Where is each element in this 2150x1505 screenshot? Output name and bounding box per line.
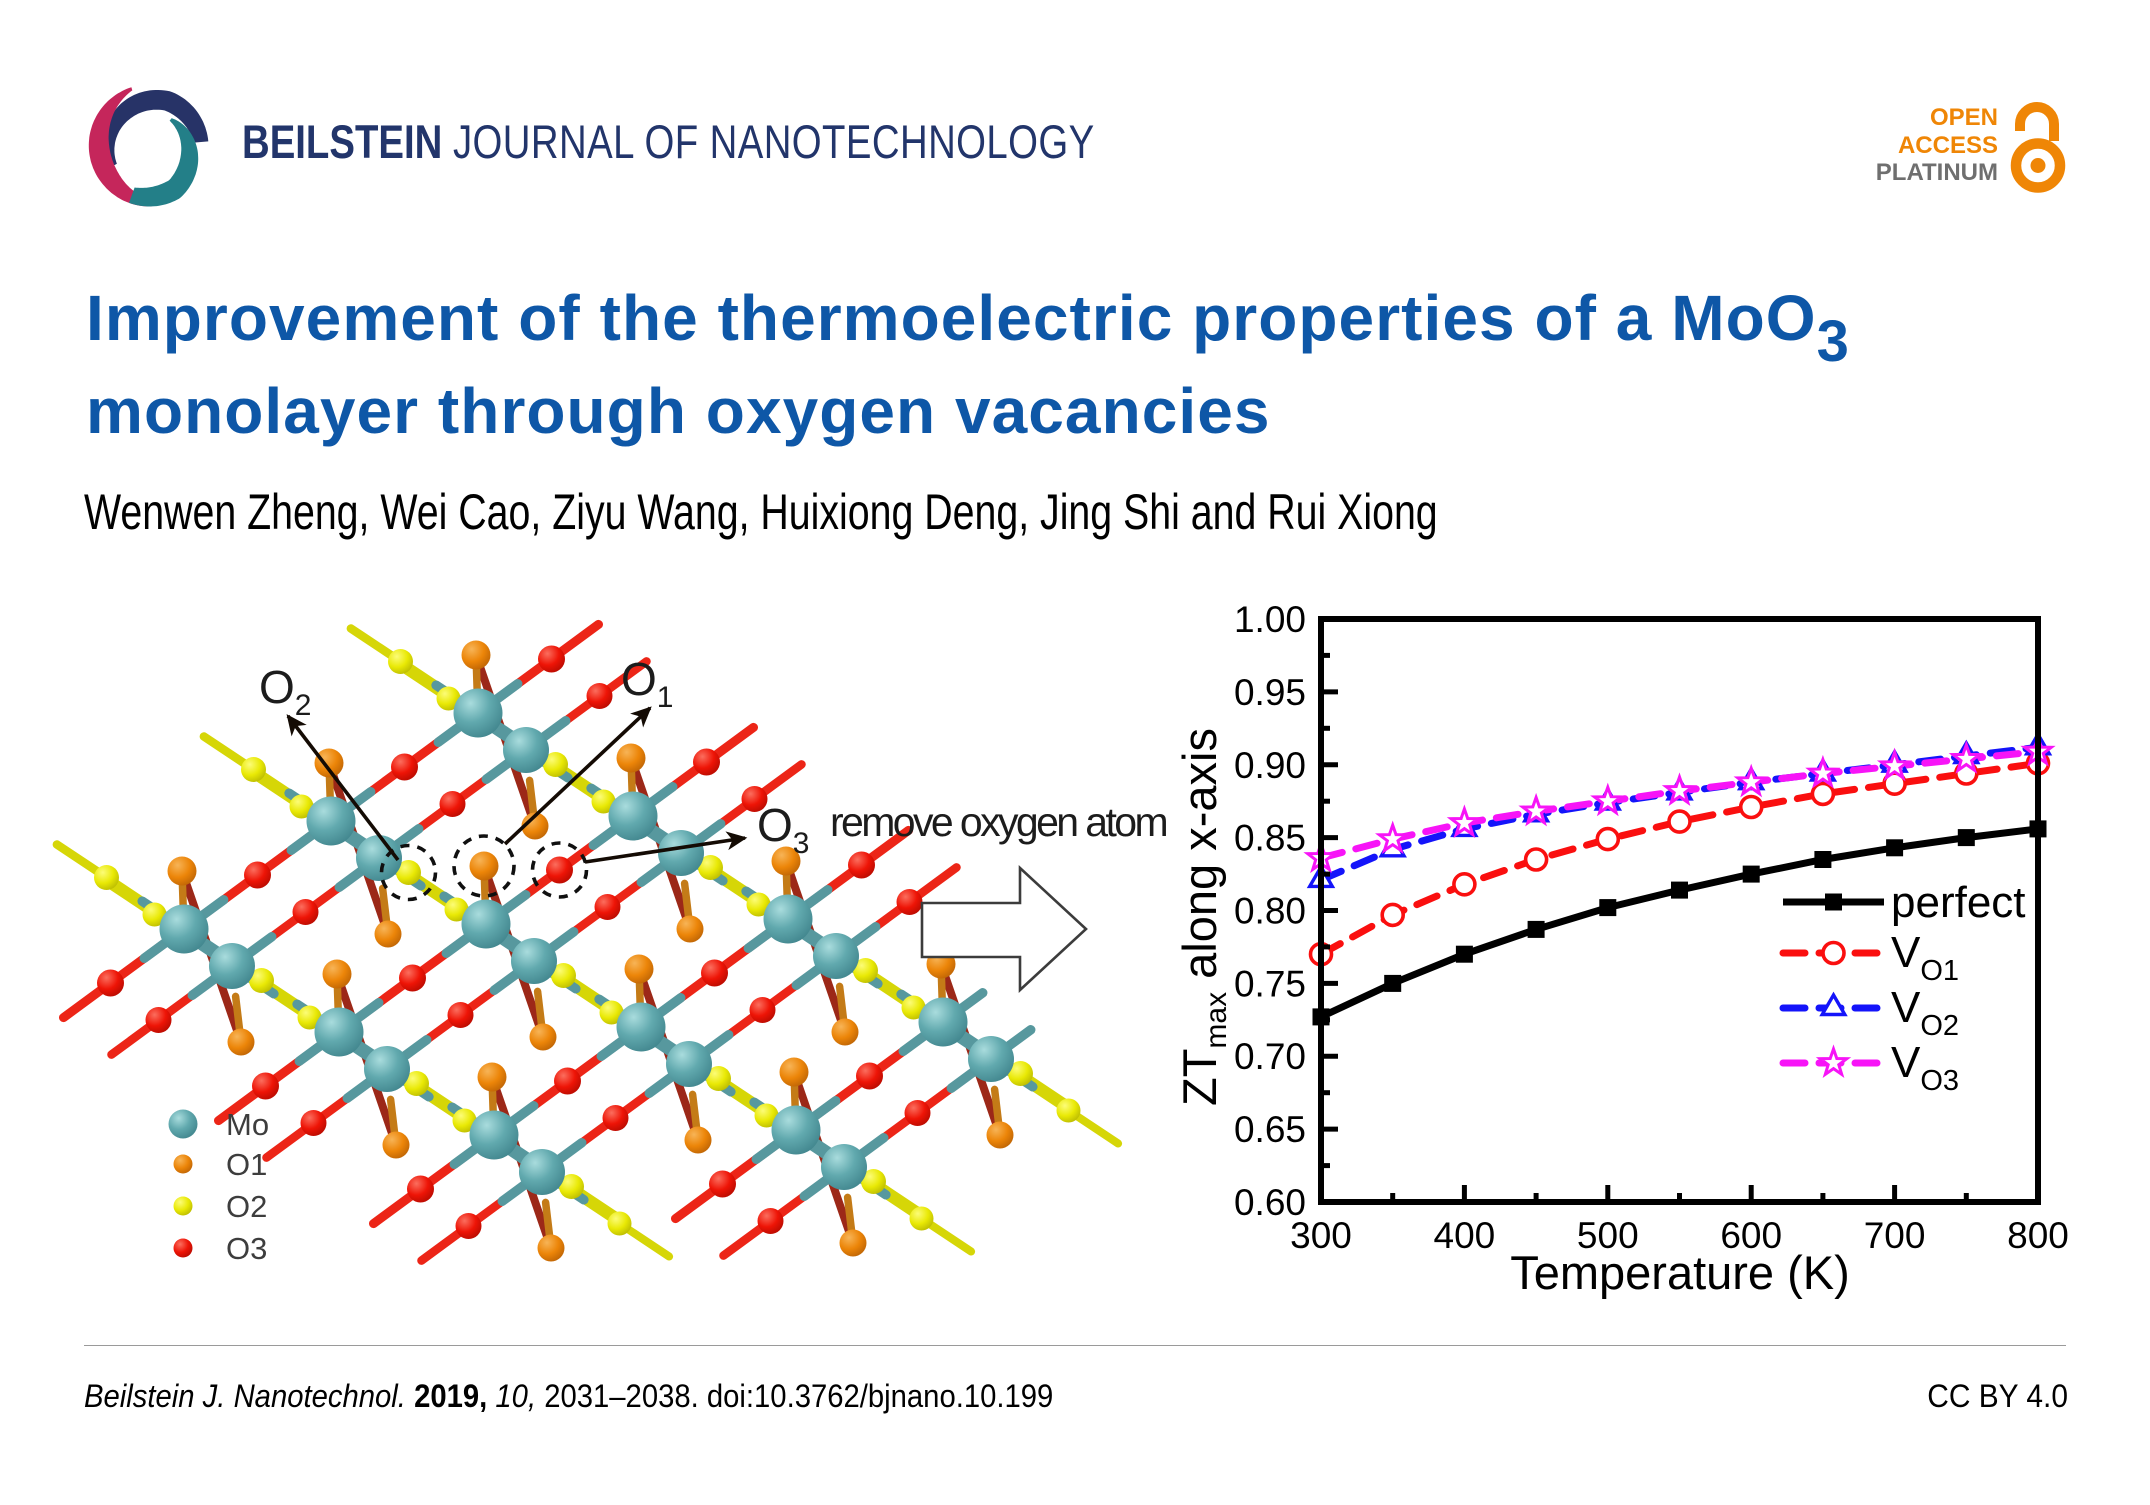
svg-text:700: 700 [1864,1215,1926,1256]
svg-text:1.00: 1.00 [1234,600,1306,640]
svg-text:0.75: 0.75 [1234,963,1306,1004]
svg-text:0.85: 0.85 [1234,818,1306,859]
svg-text:0.65: 0.65 [1234,1109,1306,1150]
svg-text:Mo: Mo [226,1107,269,1142]
svg-text:800: 800 [2007,1215,2069,1256]
svg-text:0.95: 0.95 [1234,672,1306,713]
svg-text:O3: O3 [757,799,809,860]
svg-text:600: 600 [1720,1215,1782,1256]
svg-text:0.80: 0.80 [1234,891,1306,932]
svg-text:Temperature (K): Temperature (K) [1510,1246,1850,1299]
svg-text:remove oxygen atom: remove oxygen atom [830,799,1167,845]
svg-text:VO2: VO2 [1891,983,1959,1042]
svg-text:O2: O2 [259,661,311,722]
svg-text:0.90: 0.90 [1234,745,1306,786]
svg-text:0.70: 0.70 [1234,1036,1306,1077]
svg-text:O3: O3 [226,1231,267,1266]
svg-text:perfect: perfect [1891,878,2026,927]
svg-text:0.60: 0.60 [1234,1182,1306,1223]
svg-text:O1: O1 [621,653,673,714]
svg-text:400: 400 [1434,1215,1496,1256]
svg-text:VO3: VO3 [1891,1038,1959,1097]
svg-text:500: 500 [1577,1215,1639,1256]
svg-text:300: 300 [1290,1215,1352,1256]
svg-text:VO1: VO1 [1891,928,1959,987]
svg-text:O1: O1 [226,1147,267,1182]
svg-text:O2: O2 [226,1189,267,1224]
svg-text:ZTmax along x-axis: ZTmax along x-axis [1173,728,1233,1106]
